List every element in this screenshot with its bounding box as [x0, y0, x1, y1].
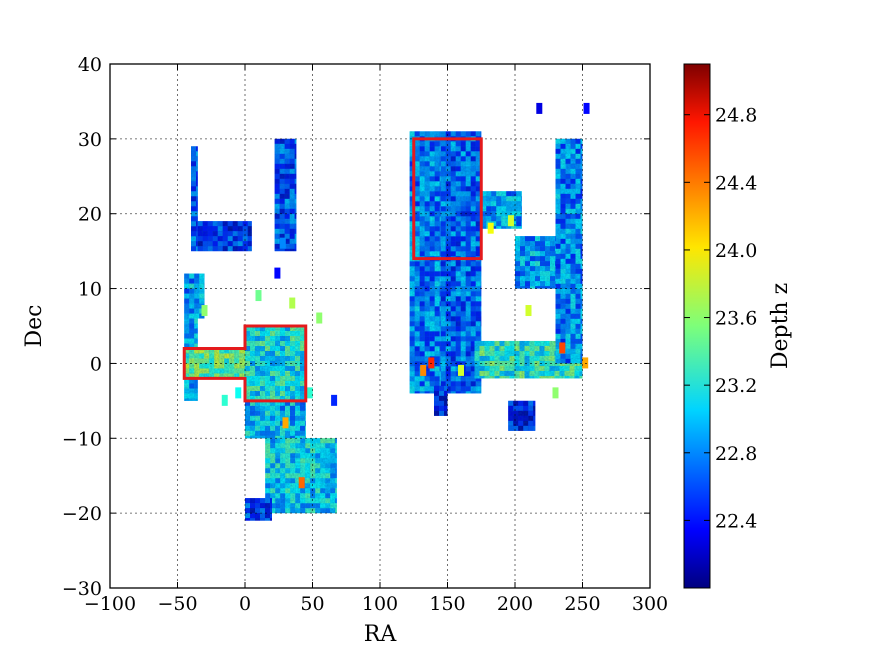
deep-field-spot [235, 387, 242, 399]
x-tick-label: 300 [632, 593, 668, 615]
deep-field-spot [559, 342, 566, 354]
deep-field-spot [255, 290, 262, 302]
x-tick-label: −100 [84, 593, 136, 615]
highlight-boxes [182, 137, 483, 403]
y-tick-label: −10 [62, 428, 102, 450]
deep-field-spot [552, 387, 559, 399]
deep-field-spot [316, 312, 323, 324]
deep-field-spot [536, 102, 543, 114]
deep-field-spot [487, 222, 494, 234]
deep-field-spot [221, 394, 228, 406]
x-tick-label: 200 [497, 593, 533, 615]
colorbar-tick-label: 23.2 [715, 375, 757, 397]
colorbar-gradient [683, 63, 711, 589]
y-tick-label: 30 [78, 129, 102, 151]
deep-field-spot [420, 364, 427, 376]
x-axis-label: RA [364, 622, 398, 647]
x-tick-label: 150 [429, 593, 465, 615]
y-tick-label: 20 [78, 204, 102, 226]
deep-field-spot [331, 394, 338, 406]
y-tick-label: −20 [62, 503, 102, 525]
deep-field-spot [583, 102, 590, 114]
colorbar-tick-label: 22.4 [715, 510, 757, 532]
deep-field-spot [274, 267, 281, 279]
y-tick-label: 40 [78, 54, 102, 76]
colorbar-tick-label: 23.6 [715, 308, 757, 330]
colorbar-ticks: 22.4 22.8 23.2 23.6 24.0 24.4 24.8 [684, 105, 757, 532]
x-tick-label: 250 [564, 593, 600, 615]
y-axis-label: Dec [22, 305, 47, 348]
highlight-box [412, 137, 483, 261]
x-tick-label: 0 [239, 593, 251, 615]
y-axis-ticks: −30 −20 −10 0 10 20 30 40 [62, 54, 650, 600]
deep-field-spot [306, 387, 313, 399]
coverage-texture [184, 131, 583, 521]
deep-field-spot [507, 215, 514, 227]
y-tick-label: −30 [62, 578, 102, 600]
deep-field-spot [279, 237, 286, 249]
colorbar: 22.4 22.8 23.2 23.6 24.0 24.4 24.8 Depth z [683, 63, 793, 589]
colorbar-tick-label: 22.8 [715, 443, 757, 465]
deep-fields [201, 102, 590, 489]
deep-field-spot [289, 297, 296, 309]
y-tick-label: 10 [78, 279, 102, 301]
colorbar-label: Depth z [768, 283, 793, 369]
highlight-box [182, 324, 308, 403]
x-tick-label: 50 [300, 593, 324, 615]
x-tick-label: 100 [362, 593, 398, 615]
y-tick-label: 0 [90, 353, 102, 375]
deep-field-spot [298, 477, 305, 489]
x-axis-ticks: −100 −50 0 50 100 150 200 250 300 [84, 64, 668, 615]
colorbar-tick-label: 24.4 [715, 172, 757, 194]
colorbar-tick-label: 24.8 [715, 105, 757, 127]
deep-field-spot [582, 357, 589, 369]
colorbar-tick-label: 24.0 [715, 240, 757, 262]
deep-field-spot [428, 357, 435, 369]
deep-field-spot [282, 417, 289, 429]
x-tick-label: −50 [157, 593, 197, 615]
deep-field-spot [201, 305, 208, 317]
deep-field-spot [525, 305, 532, 317]
deep-field-spot [458, 364, 464, 376]
